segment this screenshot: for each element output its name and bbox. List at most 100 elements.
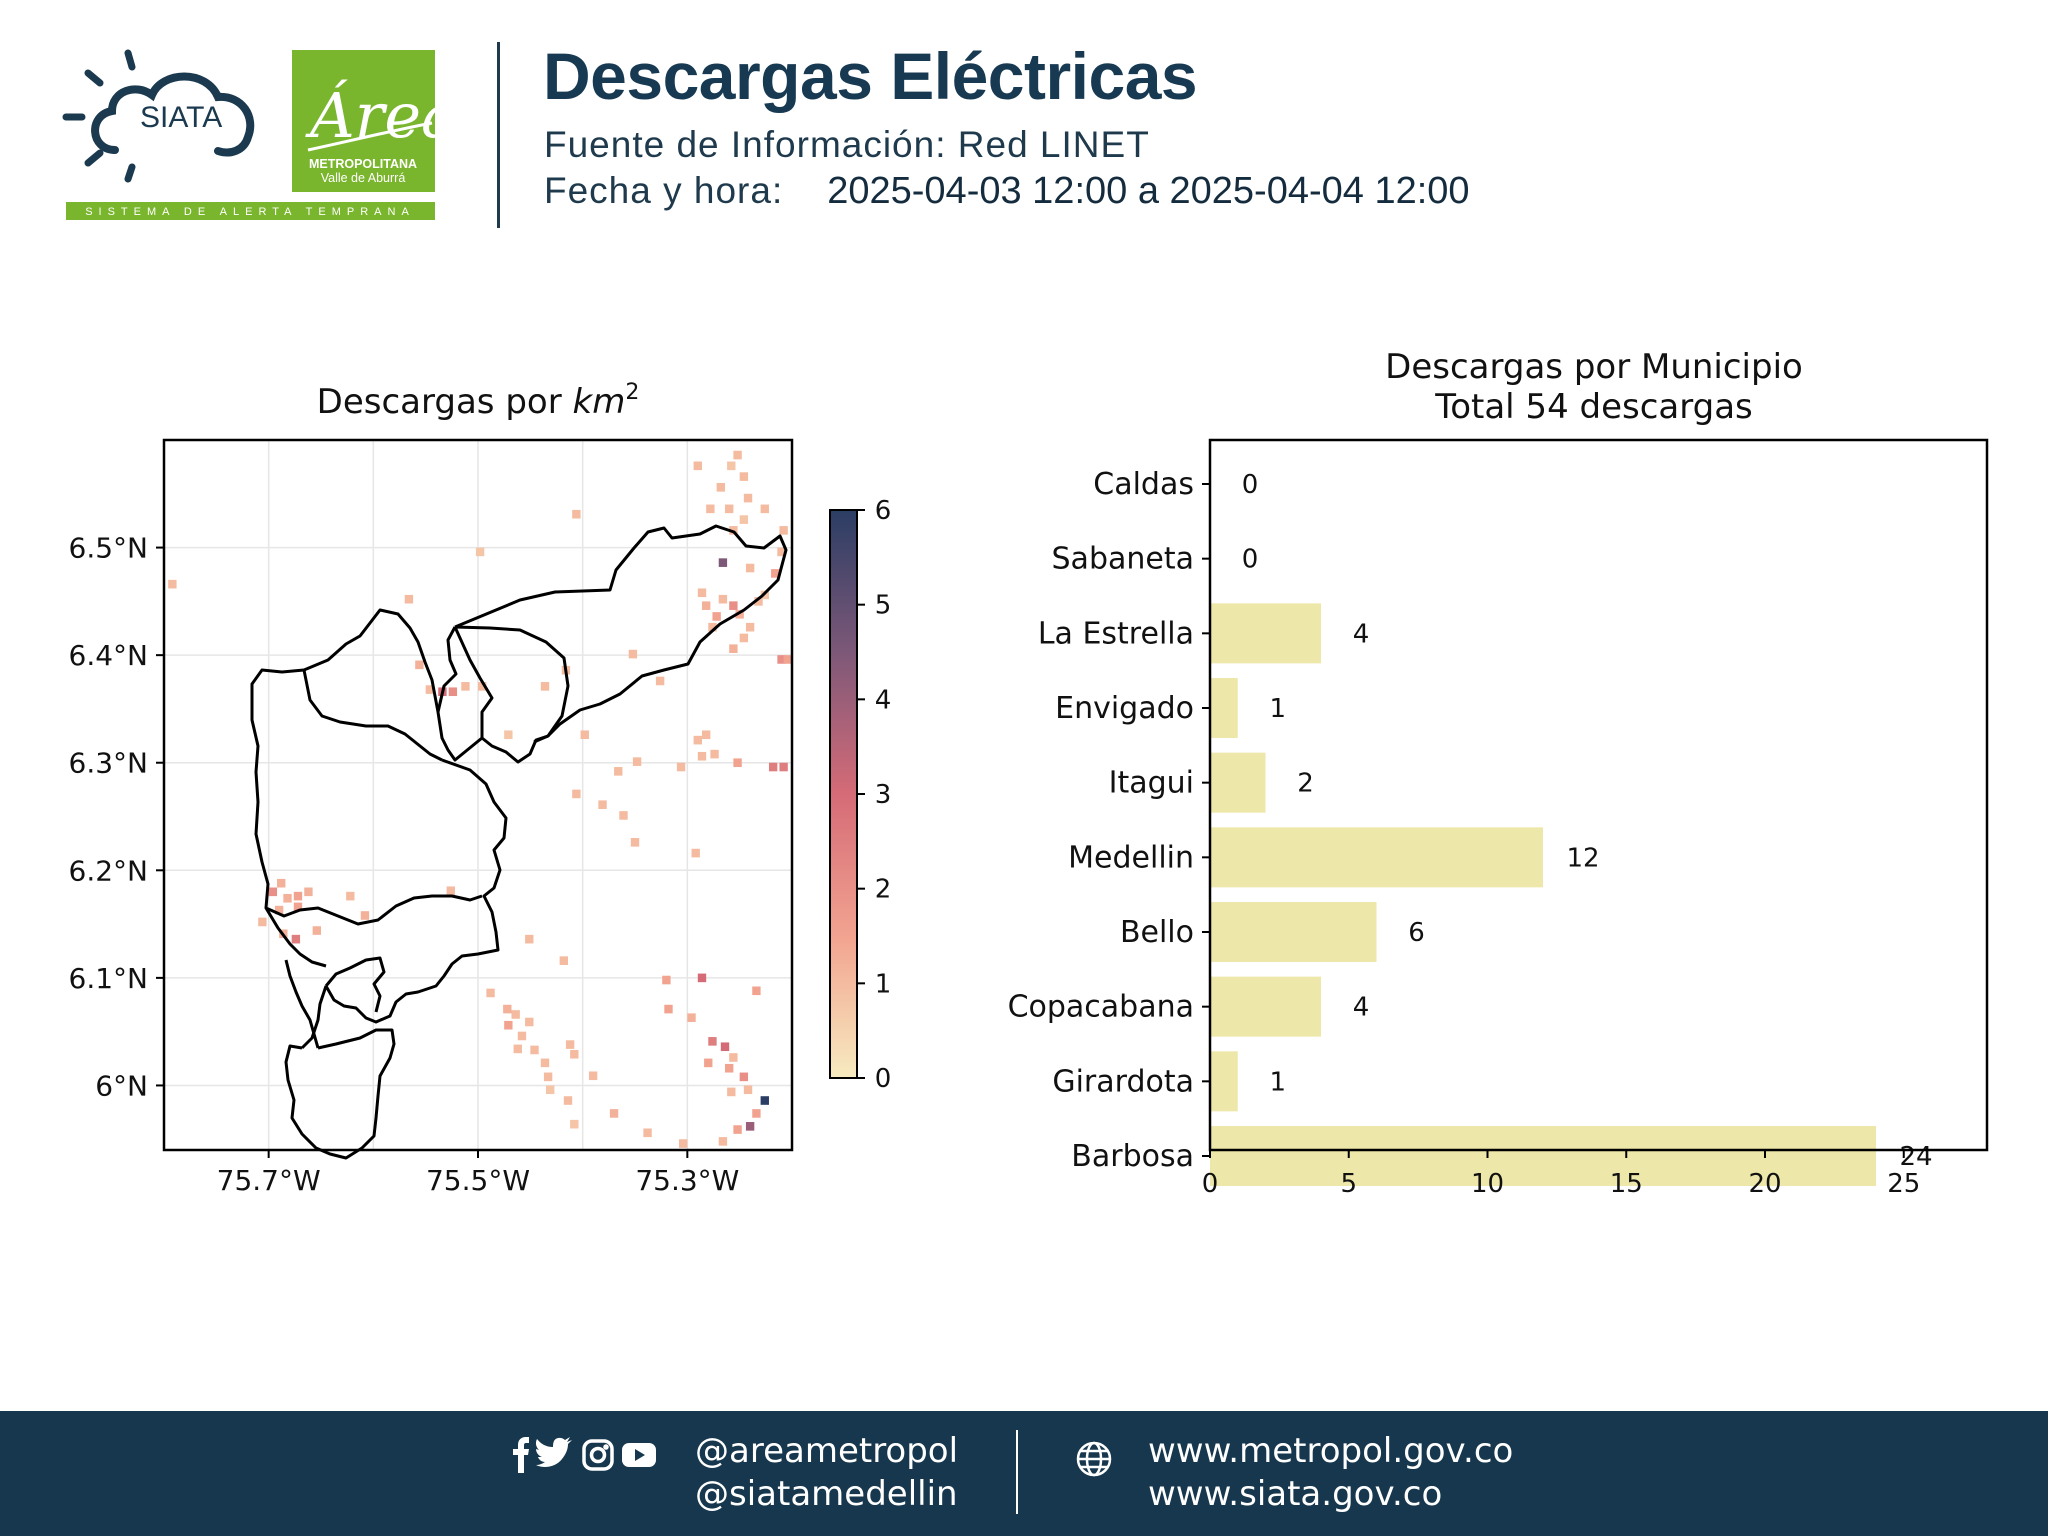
bar-category-label: Sabaneta [1052, 542, 1194, 577]
bar-value-label: 2 [1297, 769, 1314, 799]
url-siata[interactable]: www.siata.gov.co [1148, 1474, 1443, 1514]
map-cell [655, 676, 665, 686]
bar-value-label: 4 [1353, 619, 1370, 649]
url-metropol[interactable]: www.metropol.gov.co [1148, 1431, 1514, 1471]
map-cell [743, 1085, 753, 1095]
map-cell [708, 1037, 717, 1046]
bar-value-label: 0 [1242, 545, 1259, 575]
bar-value-label: 4 [1353, 993, 1370, 1023]
instagram-icon[interactable] [582, 1439, 614, 1471]
map-cell [693, 461, 702, 471]
map-cell [293, 891, 303, 901]
map-cell [415, 660, 424, 670]
map-cell [268, 887, 278, 897]
colorbar [829, 509, 858, 1079]
map-cell [664, 1004, 673, 1014]
map-cell [678, 1139, 688, 1148]
map-cell [446, 886, 455, 896]
bar-category-label: Girardota [1052, 1064, 1194, 1099]
map-cell [760, 1096, 769, 1105]
bar-value-label: 6 [1408, 918, 1425, 948]
bar-x-tick-label: 5 [1340, 1169, 1357, 1199]
map-cell [643, 1128, 652, 1138]
map-cell [461, 682, 470, 691]
map-cell [360, 911, 370, 920]
municipality-boundaries [250, 524, 788, 1160]
siata-tagline-band [66, 202, 435, 220]
map-cell [277, 878, 286, 888]
date-range: 2025-04-03 12:00 a 2025-04-04 12:00 [827, 170, 1470, 212]
bar-chart-subtitle: Total 54 descargas [1434, 387, 1753, 427]
map-cell [283, 893, 292, 903]
footer-bar [0, 1411, 2048, 1536]
map-cell [739, 1072, 749, 1082]
map-cell [727, 461, 736, 471]
map-cell [720, 1042, 730, 1052]
bar-chart-x-axis: 0 5 10 15 20 25 [1202, 1150, 1920, 1199]
map-cell [710, 749, 719, 759]
map-cell [729, 1053, 738, 1062]
colorbar-tick-label: 0 [875, 1064, 892, 1094]
map-cell [718, 1137, 728, 1146]
map-cell [752, 986, 761, 996]
colorbar-tick-label: 3 [875, 780, 892, 810]
map-cell [570, 1119, 579, 1129]
social-handle-siatamedellin[interactable]: @siatamedellin [695, 1474, 958, 1514]
map-cell [701, 601, 711, 610]
bar-category-label: Barbosa [1071, 1139, 1194, 1174]
map-cell [739, 633, 749, 643]
map-cell [779, 762, 788, 772]
municipality-bar-chart: Descargas por Municipio Total 54 descarg… [1008, 347, 1989, 1199]
area-logo-script: Área [305, 79, 440, 152]
map-cell [701, 730, 711, 740]
siata-tagline: SISTEMA DE ALERTA TEMPRANA [85, 206, 415, 218]
youtube-icon[interactable] [622, 1443, 656, 1467]
map-cell [511, 1010, 520, 1019]
map-cell [572, 509, 581, 519]
map-cell [513, 1044, 522, 1054]
colorbar-tick-label: 4 [875, 685, 892, 715]
bar-x-tick-label: 20 [1748, 1169, 1781, 1199]
bar-itagui [1210, 752, 1266, 813]
facebook-icon[interactable] [513, 1437, 529, 1473]
colorbar-tick-label: 5 [875, 591, 892, 621]
colorbar-tick-label: 1 [875, 969, 892, 999]
area-logo-line2: Valle de Aburrá [321, 171, 406, 185]
map-cell [706, 504, 715, 514]
twitter-icon[interactable] [535, 1437, 572, 1467]
colorbar-ticks: 0 1 2 3 4 5 6 [857, 496, 891, 1094]
date-line: Fecha y hora: 2025-04-03 12:00 a 2025-04-… [544, 170, 1470, 213]
bar-medellin [1210, 827, 1543, 888]
map-cell [572, 789, 581, 799]
social-handle-areametropol[interactable]: @areametropol [695, 1431, 959, 1471]
map-cell [504, 1020, 513, 1030]
globe-icon [1076, 1441, 1112, 1477]
map-cell [404, 594, 414, 604]
siata-logo-text: SIATA [140, 101, 222, 134]
map-cell [697, 973, 707, 983]
map-cell [517, 1031, 527, 1041]
boundary-medellin [324, 758, 508, 1024]
logos-block: SIATA Área METROPOLITANA Valle de Aburrá… [62, 49, 440, 220]
map-cell [448, 687, 458, 697]
bar-chart-frame [1208, 438, 1989, 1152]
map-x-axis: 75.7°W 75.5°W 75.3°W [217, 1150, 739, 1197]
map-cell [293, 902, 303, 912]
bar-category-label: Envigado [1055, 691, 1194, 726]
bar-chart-y-axis: Caldas Sabaneta La Estrella Envigado Itagui M… [1008, 467, 1210, 1174]
map-cell [768, 762, 778, 772]
map-cell [752, 1109, 761, 1118]
map-cell [729, 601, 738, 610]
page-title: Descargas Eléctricas [543, 39, 1198, 113]
map-cell [729, 644, 738, 653]
map-cell [733, 758, 742, 768]
map-y-tick-label: 6.2°N [69, 854, 148, 887]
map-cell [540, 682, 550, 691]
map-cell [716, 483, 726, 492]
map-cell [609, 1109, 619, 1118]
map-cell [570, 1049, 579, 1059]
boundary-caldas [284, 1028, 396, 1160]
bar-la-estrella [1210, 603, 1321, 664]
map-cell [745, 622, 755, 632]
bar-copacabana [1210, 976, 1321, 1037]
